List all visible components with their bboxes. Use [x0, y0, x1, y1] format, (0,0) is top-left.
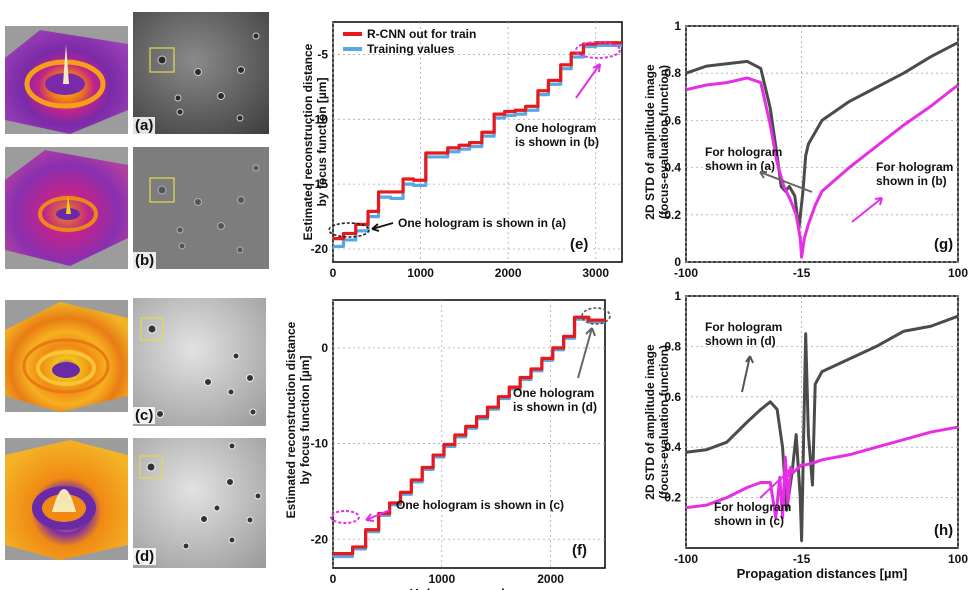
- dotted-circle-e-start: [328, 222, 370, 238]
- panel-label-h: (h): [932, 522, 956, 539]
- surface-plot-b: [5, 147, 128, 269]
- panel-label-e: (e): [568, 236, 591, 253]
- hologram-image-c: [133, 298, 266, 426]
- y-axis-label-e-line2: by focus function [µm]: [315, 78, 329, 207]
- arrow-h-c: [759, 469, 791, 499]
- y-axis-label-h-line1: 2D STD of amplitude image: [643, 344, 657, 500]
- annotation-e-b2: is shown in (b): [515, 135, 599, 149]
- arrow-h-d: [741, 355, 754, 393]
- y-axis-label-g-line2: (focus-evaluation function): [657, 65, 671, 219]
- annotation-g-a1: For hologram: [705, 145, 782, 159]
- dotted-circle-e-end: [575, 41, 621, 59]
- panel-label-c: (c): [133, 407, 156, 424]
- legend-label-rcnn: R-CNN out for train: [367, 27, 476, 41]
- plot-frame-g: [685, 25, 959, 263]
- arrow-e-b: [575, 63, 601, 99]
- y-tick-label-h: 0.8: [664, 339, 681, 353]
- y-tick-label-g: 0.8: [664, 66, 681, 80]
- annotation-h-c1: For hologram: [714, 500, 791, 514]
- y-tick-label-g: 0: [674, 255, 681, 269]
- series-line-f-1: [333, 315, 605, 556]
- annotation-e-a: One hologram is shown in (a): [398, 216, 566, 230]
- panel-label-a: (a): [133, 117, 156, 134]
- y-axis-label-g-line1: 2D STD of amplitude image: [643, 64, 657, 220]
- arrow-g-a: [759, 171, 813, 193]
- y-tick-label-h: 0.6: [664, 390, 681, 404]
- x-tick-label-f: 2000: [537, 572, 564, 586]
- y-tick-label-e: -20: [311, 242, 329, 256]
- series-line-g-1: [685, 76, 959, 259]
- hologram-image-a: [133, 12, 269, 134]
- panel-label-f: (f): [570, 542, 589, 559]
- x-tick-label-h: -15: [793, 552, 811, 566]
- legend-label-training: Training values: [367, 42, 455, 56]
- panel-label-g: (g): [932, 236, 956, 253]
- arrow-g-b: [851, 197, 883, 223]
- y-axis-label-e-line1: Estimated reconstruction distance: [301, 43, 315, 240]
- panel-label-b: (b): [133, 252, 157, 269]
- annotation-h-d1: For hologram: [705, 320, 782, 334]
- y-axis-label-f-line2: by focus function [µm]: [298, 356, 312, 485]
- annotation-e-b1: One hologram: [515, 121, 596, 135]
- y-tick-label-f: -20: [311, 532, 329, 546]
- surface-plot-d: [5, 438, 128, 560]
- y-tick-label-h: 0.4: [664, 440, 681, 454]
- y-tick-label-h: 1: [674, 289, 681, 303]
- x-tick-label-h: -100: [674, 552, 698, 566]
- series-line-h-1: [685, 425, 959, 520]
- x-tick-label-g: -15: [793, 266, 811, 280]
- x-tick-label-g: 100: [948, 266, 968, 280]
- y-axis-label-h-line2: (focus-evaluation function): [657, 345, 671, 499]
- y-tick-label-f: 0: [321, 341, 328, 355]
- dotted-circle-f-start: [330, 510, 360, 524]
- y-tick-label-g: 0.2: [664, 208, 681, 222]
- annotation-h-d2: shown in (d): [705, 334, 776, 348]
- surface-plot-c: [5, 300, 128, 412]
- annotation-g-b1: For hologram: [876, 160, 953, 174]
- hologram-image-b: [133, 147, 269, 269]
- x-tick-label-e: 1000: [407, 266, 434, 280]
- annotation-h-c2: shown in (c): [714, 514, 784, 528]
- y-tick-label-e: -15: [311, 177, 329, 191]
- x-tick-label-f: 1000: [428, 572, 455, 586]
- series-line-h-0: [685, 314, 959, 542]
- annotation-f-d2: is shown in (d): [513, 400, 597, 414]
- x-tick-label-e: 3000: [582, 266, 609, 280]
- y-axis-label-f-line1: Estimated reconstruction distance: [284, 321, 298, 518]
- hologram-image-d: [133, 438, 266, 568]
- annotation-g-a2: shown in (a): [705, 159, 775, 173]
- y-tick-label-g: 1: [674, 19, 681, 33]
- arrow-f-c: [365, 509, 391, 522]
- x-tick-label-f: 0: [330, 572, 337, 586]
- annotation-f-c: One hologram is shown in (c): [396, 498, 564, 512]
- x-axis-label-f: Hologram numbers: [409, 586, 528, 590]
- surface-plot-a: [5, 26, 128, 134]
- arrow-f-d: [577, 327, 596, 379]
- annotation-f-d1: One hologram: [513, 386, 594, 400]
- plot-frame-h: [685, 295, 959, 549]
- panel-label-d: (d): [133, 548, 157, 565]
- y-tick-label-f: -10: [311, 437, 329, 451]
- x-tick-label-g: -100: [674, 266, 698, 280]
- dotted-circle-f-end: [581, 307, 611, 325]
- y-tick-label-h: 0.2: [664, 491, 681, 505]
- arrow-e-a: [371, 222, 394, 232]
- charts-layer: 0 1000 2000 3000-5-10-15-200 1000 20000-10-20…: [284, 19, 968, 590]
- series-line-e-1: [333, 41, 622, 241]
- x-tick-label-e: 0: [330, 266, 337, 280]
- y-tick-label-g: 0.6: [664, 113, 681, 127]
- y-tick-label-g: 0.4: [664, 161, 681, 175]
- y-tick-label-e: -5: [317, 47, 328, 61]
- legend-e: [343, 32, 362, 51]
- x-axis-label-h: Propagation distances [µm]: [737, 566, 908, 581]
- x-tick-label-e: 2000: [495, 266, 522, 280]
- x-tick-label-h: 100: [948, 552, 968, 566]
- y-tick-label-e: -10: [311, 112, 329, 126]
- annotation-g-b2: shown in (b): [876, 174, 947, 188]
